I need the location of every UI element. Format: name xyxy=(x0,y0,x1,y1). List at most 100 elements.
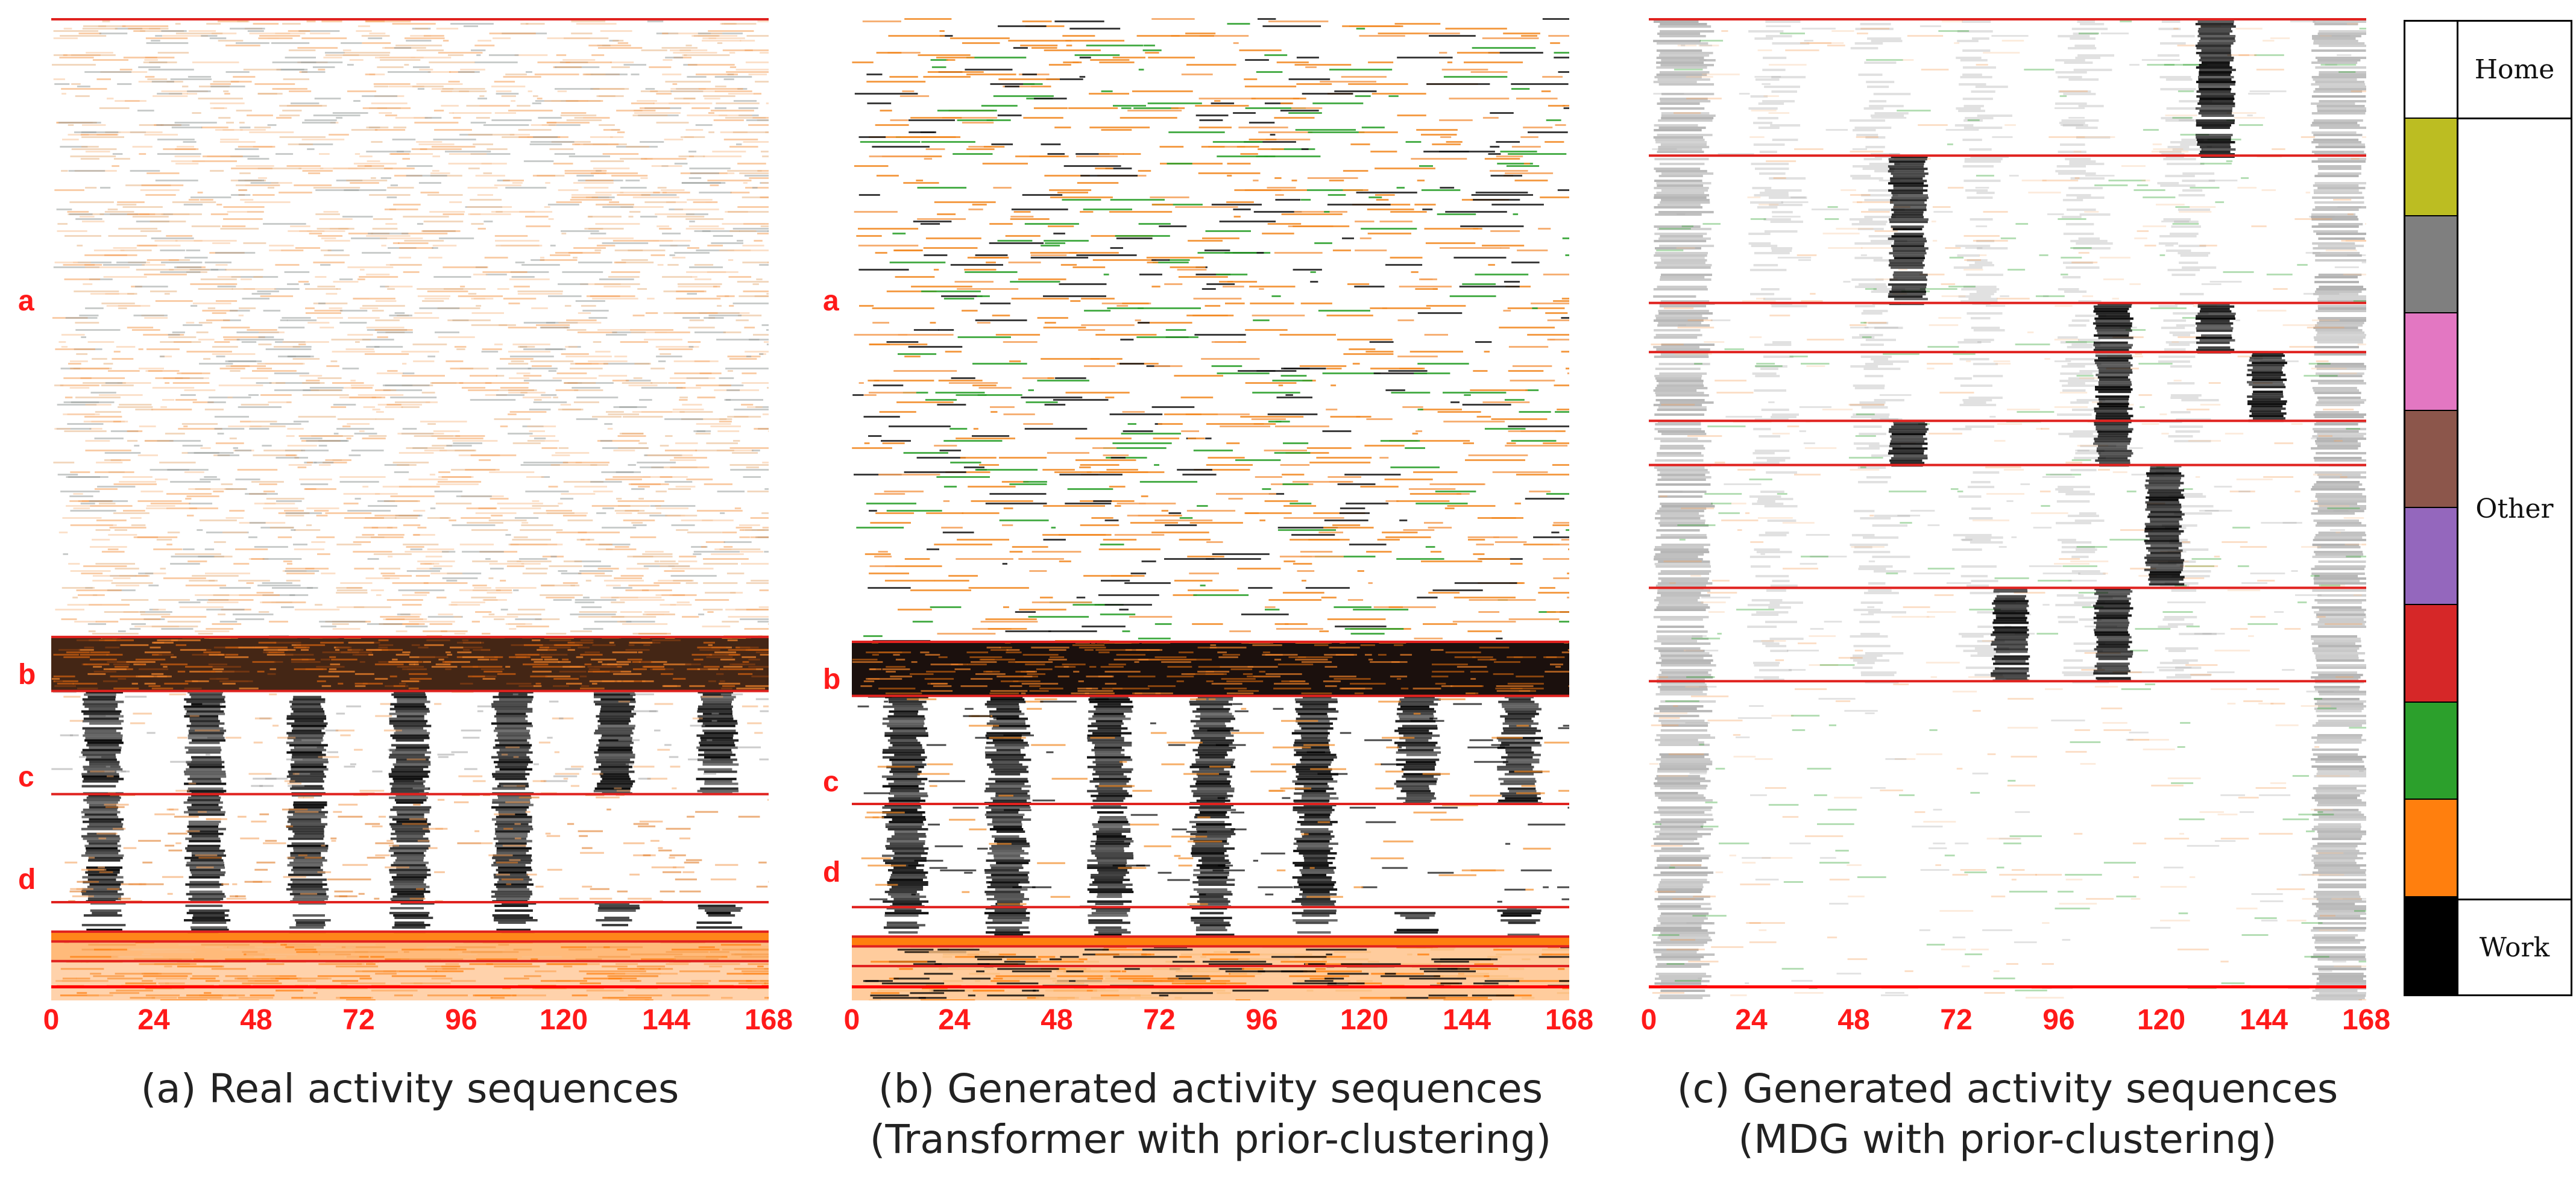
other-segment xyxy=(154,813,175,815)
other-segment xyxy=(390,153,410,155)
other-segment xyxy=(137,500,182,502)
other-segment xyxy=(968,486,1016,488)
other-segment xyxy=(63,28,72,30)
other-segment xyxy=(1416,430,1423,432)
other-segment xyxy=(148,585,159,586)
other-segment xyxy=(438,471,450,473)
other-segment xyxy=(360,269,365,271)
other-segment xyxy=(1138,69,1144,71)
other-segment xyxy=(1326,368,1342,369)
other-segment xyxy=(1497,163,1533,165)
work-segment xyxy=(188,749,222,752)
other-segment xyxy=(1428,592,1460,594)
other-segment xyxy=(222,225,246,227)
other-segment xyxy=(167,532,180,533)
other-segment xyxy=(1417,180,1425,181)
other-segment xyxy=(579,970,599,973)
other-segment xyxy=(737,240,743,242)
other-segment xyxy=(1009,551,1023,553)
other-segment xyxy=(423,661,431,663)
other-segment xyxy=(531,658,543,661)
other-segment xyxy=(1154,519,1213,521)
other-segment xyxy=(1195,105,1249,107)
other-segment xyxy=(533,685,542,687)
other-segment xyxy=(678,286,717,287)
other-segment xyxy=(263,450,306,451)
other-segment xyxy=(1105,397,1115,398)
other-segment xyxy=(561,946,587,949)
other-segment xyxy=(742,372,757,374)
work-segment xyxy=(391,787,430,790)
other-segment xyxy=(1337,483,1376,485)
other-segment xyxy=(282,341,329,343)
other-segment xyxy=(257,670,265,673)
other-segment xyxy=(852,394,864,396)
other-segment xyxy=(71,148,117,150)
other-segment xyxy=(198,98,243,99)
other-segment xyxy=(252,661,276,663)
other-segment xyxy=(1397,115,1426,116)
other-segment xyxy=(1106,457,1147,459)
work-segment xyxy=(491,864,526,867)
other-segment xyxy=(105,382,123,384)
other-segment xyxy=(81,336,86,338)
other-segment xyxy=(159,462,196,463)
work-segment xyxy=(185,905,223,907)
work-segment xyxy=(288,827,324,830)
other-segment xyxy=(115,100,146,102)
other-segment xyxy=(1265,609,1280,610)
other-segment xyxy=(162,35,208,37)
other-segment xyxy=(588,237,634,239)
other-segment xyxy=(70,734,79,736)
other-segment xyxy=(590,464,608,466)
other-segment xyxy=(743,476,761,478)
work-segment xyxy=(393,914,429,917)
other-segment xyxy=(1059,283,1107,285)
other-segment xyxy=(716,450,754,451)
other-segment xyxy=(157,440,201,442)
other-segment xyxy=(394,471,409,473)
other-segment xyxy=(155,35,162,37)
other-segment xyxy=(320,641,344,644)
other-segment xyxy=(1205,230,1251,232)
other-segment xyxy=(533,512,575,514)
other-segment xyxy=(354,568,374,570)
other-segment xyxy=(657,264,664,266)
work-segment xyxy=(189,868,221,871)
other-segment xyxy=(616,789,631,792)
other-segment xyxy=(494,418,531,420)
other-segment xyxy=(476,958,518,961)
other-segment xyxy=(555,773,579,775)
other-segment xyxy=(1198,98,1256,99)
other-segment xyxy=(704,98,720,99)
other-segment xyxy=(260,295,294,297)
other-segment xyxy=(483,124,529,126)
other-segment xyxy=(235,618,265,620)
work-segment xyxy=(597,785,632,788)
other-segment xyxy=(870,522,911,524)
other-segment xyxy=(966,57,1027,58)
other-segment xyxy=(608,997,627,999)
other-segment xyxy=(511,360,524,362)
other-segment xyxy=(362,339,394,341)
other-segment xyxy=(738,673,753,675)
other-segment xyxy=(73,507,90,509)
other-segment xyxy=(276,990,304,992)
other-segment xyxy=(210,170,224,172)
other-segment xyxy=(175,33,223,34)
other-segment xyxy=(304,488,336,490)
other-segment xyxy=(206,23,221,25)
other-segment xyxy=(661,673,673,675)
cluster-boundary xyxy=(51,901,769,903)
other-segment xyxy=(1030,252,1077,254)
other-segment xyxy=(644,611,670,613)
other-segment xyxy=(748,658,760,661)
other-segment xyxy=(1233,112,1256,114)
other-segment xyxy=(433,565,453,567)
other-segment xyxy=(375,854,390,856)
other-segment xyxy=(1268,20,1329,22)
other-segment xyxy=(578,331,617,333)
other-segment xyxy=(457,651,472,653)
other-segment xyxy=(1310,281,1318,283)
other-segment xyxy=(1238,127,1288,128)
